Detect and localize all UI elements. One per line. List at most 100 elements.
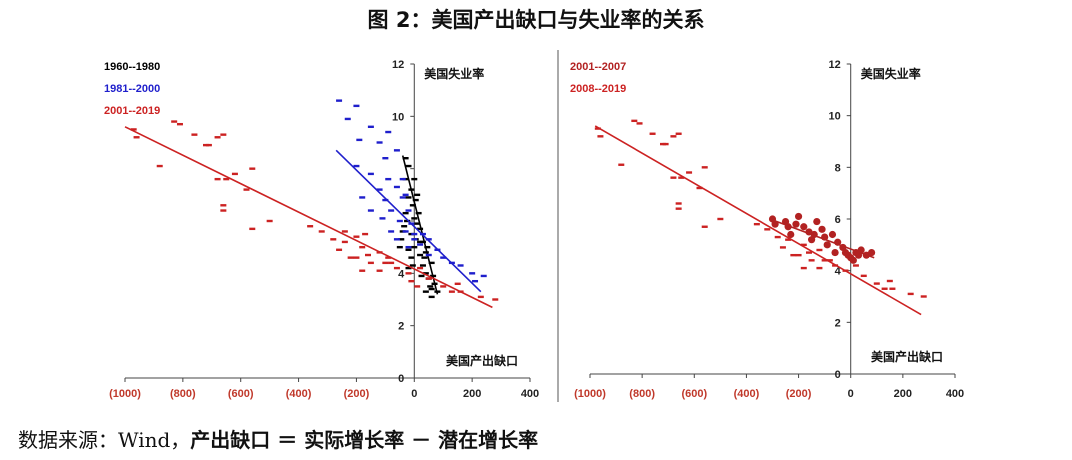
x-axis-title: 美国产出缺口 — [871, 349, 943, 364]
legend-entry: 1960--1980 — [104, 61, 160, 73]
x-tick-label: 400 — [946, 388, 964, 400]
data-point — [785, 238, 792, 241]
data-point — [649, 132, 656, 135]
data-point — [414, 193, 421, 197]
data-point — [454, 282, 461, 285]
x-tick-label: 200 — [894, 388, 912, 400]
data-point — [852, 264, 859, 267]
data-point — [675, 202, 682, 205]
data-point — [636, 122, 643, 125]
data-point — [404, 219, 411, 223]
data-point — [414, 285, 421, 288]
x-tick-label: (800) — [170, 388, 196, 400]
x-tick-label: (400) — [286, 388, 312, 400]
data-point — [405, 245, 412, 249]
data-point — [353, 104, 360, 108]
data-point — [405, 248, 412, 251]
series-1 — [594, 119, 927, 316]
data-point — [808, 259, 815, 262]
data-point — [156, 164, 163, 168]
data-point — [401, 225, 408, 228]
source-prefix: 数据来源： — [18, 428, 118, 452]
data-point — [472, 279, 479, 283]
data-point — [393, 149, 400, 152]
data-point — [402, 193, 409, 197]
data-point — [393, 238, 400, 241]
data-point — [425, 238, 432, 241]
data-point — [787, 230, 795, 239]
data-point — [402, 211, 409, 215]
data-point — [405, 266, 412, 270]
data-point — [249, 227, 256, 231]
y-tick-label: 10 — [828, 111, 840, 123]
data-point — [774, 235, 781, 239]
data-point — [365, 253, 371, 257]
data-point — [860, 274, 867, 278]
data-point — [411, 217, 418, 220]
data-point — [417, 266, 424, 270]
data-point — [411, 232, 418, 236]
data-point — [214, 136, 221, 139]
data-point — [359, 196, 366, 199]
y-tick-label: 2 — [835, 317, 841, 329]
data-point — [353, 164, 360, 168]
data-point — [477, 295, 484, 299]
data-point — [388, 230, 395, 233]
data-point — [220, 133, 227, 136]
data-point — [753, 222, 760, 226]
legend-entry: 2001--2019 — [104, 105, 160, 117]
data-point — [359, 245, 366, 249]
data-point — [418, 274, 425, 278]
data-point — [330, 238, 337, 241]
data-point — [675, 132, 682, 135]
data-point — [412, 198, 419, 202]
figure-title: 图 2：美国产出缺口与失业率的关系 — [367, 8, 705, 32]
data-point — [422, 272, 429, 275]
data-point — [800, 243, 807, 247]
series-0 — [768, 212, 876, 264]
data-point — [826, 259, 833, 262]
trend-line — [594, 125, 922, 316]
y-axis-title: 美国失业率 — [424, 66, 484, 81]
data-point — [223, 177, 230, 181]
legend-entry: 2008--2019 — [570, 83, 626, 95]
data-point — [686, 171, 693, 174]
data-point — [907, 292, 914, 296]
data-point — [336, 99, 343, 102]
data-point — [231, 172, 238, 176]
x-tick-label: 0 — [848, 388, 854, 400]
data-point — [359, 269, 366, 272]
data-point — [191, 133, 198, 136]
data-point — [376, 188, 383, 191]
data-point — [675, 207, 682, 210]
data-point — [411, 238, 418, 241]
series-1 — [335, 99, 487, 293]
data-point — [818, 225, 826, 233]
trend-line — [769, 218, 875, 259]
data-point — [417, 243, 424, 246]
data-point — [382, 198, 389, 202]
data-point — [618, 163, 625, 166]
data-point — [631, 119, 638, 123]
data-point — [220, 204, 227, 207]
data-point — [379, 217, 386, 220]
data-point — [457, 264, 464, 267]
data-point — [422, 290, 429, 293]
x-tick-label: (600) — [681, 388, 707, 400]
chart-panel-right: 0 2 4 6 8 10 12 (1000) (800) (600) (400) (200) 0 200 4… — [570, 59, 964, 400]
data-point — [816, 266, 823, 270]
data-point — [402, 157, 409, 160]
data-point — [382, 261, 389, 265]
data-point — [133, 136, 140, 139]
y-tick-label: 12 — [828, 59, 840, 71]
data-point — [353, 235, 360, 238]
data-point — [849, 256, 857, 264]
data-point — [417, 227, 424, 231]
data-point — [795, 253, 802, 257]
data-point — [792, 220, 800, 228]
data-point — [440, 285, 447, 288]
data-point — [367, 209, 374, 212]
data-point — [717, 217, 724, 221]
data-point — [385, 130, 392, 134]
data-point — [399, 196, 406, 199]
